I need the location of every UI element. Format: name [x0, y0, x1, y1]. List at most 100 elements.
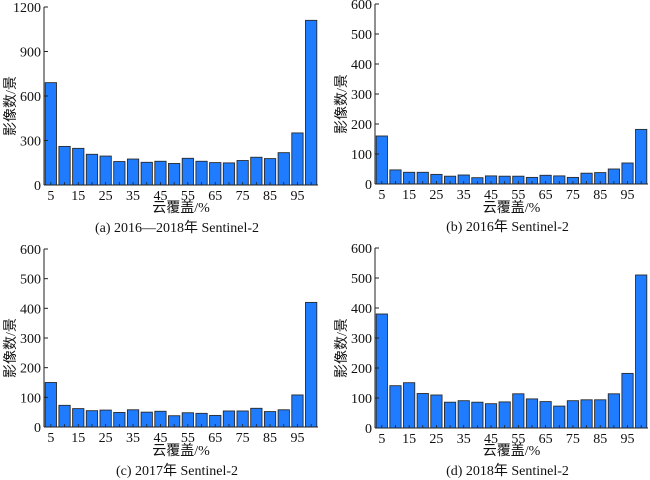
bar-45	[154, 160, 167, 186]
x-tick-label: 75	[566, 188, 580, 203]
y-tick-label: 500	[351, 272, 372, 287]
x-tick-label: 35	[457, 188, 471, 203]
x-tick-label: 65	[539, 188, 553, 203]
bar-10	[389, 385, 402, 429]
y-tick-label: 400	[351, 58, 372, 73]
chart-panel-d: 0 100 200 300 400 500 600 5 15 25 35 45 55 65 75 85 95 云覆…	[334, 242, 648, 479]
bar-90	[607, 393, 620, 429]
bar-70	[553, 405, 566, 429]
y-tick-label: 100	[351, 148, 372, 163]
bar-20	[416, 393, 429, 429]
x-tick-label: 95	[621, 432, 635, 447]
y-tick-label: 100	[20, 391, 41, 406]
x-tick-label: 85	[593, 188, 607, 203]
bar-60	[195, 160, 208, 186]
x-tick-label: 15	[402, 432, 416, 447]
bar-5	[375, 135, 388, 185]
x-tick-label: 35	[126, 431, 140, 446]
bar-100	[305, 19, 318, 186]
bar-20	[85, 153, 99, 186]
chart-caption: (a) 2016—2018年 Sentinel-2	[95, 220, 259, 236]
y-tick-label: 100	[351, 392, 372, 407]
y-tick-label: 600	[20, 90, 41, 105]
chart-caption: (b) 2016年 Sentinel-2	[446, 219, 569, 235]
bar-95	[621, 162, 634, 185]
chart-caption: (d) 2018年 Sentinel-2	[446, 463, 569, 479]
x-tick-label: 5	[47, 431, 54, 446]
bar-100	[305, 301, 318, 428]
y-axis-label: 影像数/景	[3, 76, 19, 136]
x-tick-label: 55	[511, 188, 525, 203]
bar-35	[126, 158, 140, 186]
bar-15	[403, 382, 416, 429]
bar-5	[44, 82, 57, 186]
y-axis-label: 影像数/景	[334, 318, 350, 378]
x-tick-label: 25	[429, 188, 443, 203]
y-tick-label: 0	[34, 179, 41, 194]
x-tick-label: 25	[99, 431, 113, 446]
bar-70	[222, 162, 236, 186]
x-tick-label: 65	[208, 431, 222, 446]
bar-45	[484, 403, 498, 429]
chart-panel-a: 0 300 600 900 1200 5 15 25 35 45 55 65 75 85 95 云覆盖/% 影像…	[3, 1, 318, 236]
bar-50	[498, 401, 511, 429]
x-tick-label: 95	[290, 431, 304, 446]
x-tick-label: 35	[126, 189, 140, 204]
x-axis-label: 云覆盖/%	[483, 200, 541, 216]
chart-panel-c: 0 100 200 300 400 500 600 5 15 25 35 45 55 65 75 85 95 云覆…	[3, 243, 318, 479]
bar-40	[140, 161, 153, 186]
bar-55	[181, 157, 194, 186]
x-tick-label: 95	[621, 188, 635, 203]
x-tick-label: 35	[457, 432, 471, 447]
bar-10	[58, 145, 71, 186]
bar-60	[525, 398, 539, 429]
y-tick-label: 200	[20, 362, 41, 377]
x-axis-label: 云覆盖/%	[483, 443, 541, 459]
bar-80	[580, 399, 593, 429]
bar-30	[113, 161, 126, 186]
bar-50	[168, 163, 181, 186]
x-tick-label: 45	[153, 189, 167, 204]
x-tick-label: 65	[208, 189, 222, 204]
bar-35	[457, 400, 470, 429]
x-tick-label: 75	[236, 189, 250, 204]
bar-25	[99, 155, 112, 186]
x-tick-label: 85	[263, 431, 277, 446]
x-tick-label: 45	[484, 432, 498, 447]
y-tick-label: 400	[20, 302, 41, 317]
bar-100	[635, 128, 648, 185]
bar-40	[471, 401, 484, 429]
y-tick-label: 300	[20, 135, 41, 150]
y-tick-label: 200	[351, 362, 372, 377]
x-tick-label: 85	[263, 189, 277, 204]
y-tick-label: 1200	[13, 1, 41, 16]
x-tick-label: 65	[539, 432, 553, 447]
bar-100	[635, 274, 648, 429]
chart-caption: (c) 2017年 Sentinel-2	[116, 463, 238, 479]
x-tick-label: 45	[484, 188, 498, 203]
bar-95	[621, 372, 634, 429]
bar-25	[430, 394, 443, 429]
x-tick-label: 55	[181, 431, 195, 446]
y-axis-label: 影像数/景	[3, 318, 19, 378]
y-tick-label: 900	[20, 46, 41, 61]
bar-95	[291, 132, 304, 186]
bar-75	[566, 400, 579, 429]
y-tick-label: 500	[351, 28, 372, 43]
bar-55	[512, 393, 525, 429]
y-tick-label: 0	[365, 422, 372, 437]
x-tick-label: 25	[429, 432, 443, 447]
y-tick-label: 0	[365, 178, 372, 193]
y-tick-label: 0	[34, 421, 41, 436]
y-tick-label: 400	[351, 302, 372, 317]
y-tick-label: 300	[351, 332, 372, 347]
x-tick-label: 5	[378, 432, 385, 447]
x-tick-label: 75	[236, 431, 250, 446]
x-tick-label: 75	[566, 432, 580, 447]
bar-90	[277, 152, 290, 186]
bar-30	[444, 401, 457, 429]
x-tick-label: 15	[71, 189, 85, 204]
x-tick-label: 5	[378, 188, 385, 203]
bar-75	[236, 160, 249, 186]
